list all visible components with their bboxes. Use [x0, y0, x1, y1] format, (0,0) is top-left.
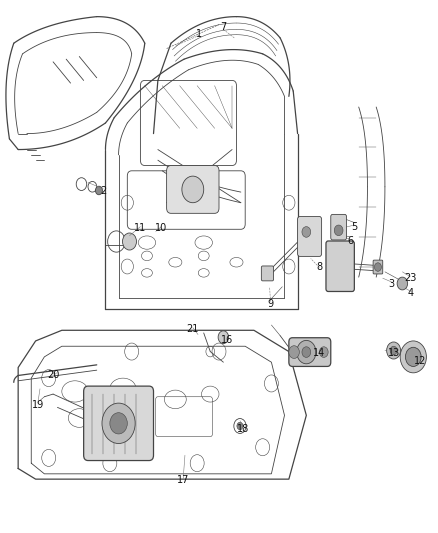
- Text: 11: 11: [134, 223, 147, 233]
- Circle shape: [387, 342, 401, 359]
- Circle shape: [397, 277, 408, 290]
- Text: 8: 8: [316, 262, 322, 271]
- Circle shape: [102, 403, 135, 443]
- Text: 12: 12: [413, 356, 426, 366]
- Circle shape: [110, 413, 127, 434]
- Circle shape: [406, 348, 421, 367]
- Text: 10: 10: [155, 223, 167, 233]
- Text: 5: 5: [351, 222, 357, 232]
- FancyBboxPatch shape: [289, 338, 331, 367]
- FancyBboxPatch shape: [373, 260, 383, 274]
- Circle shape: [400, 341, 426, 373]
- Text: 6: 6: [347, 236, 353, 246]
- Circle shape: [374, 263, 381, 271]
- FancyBboxPatch shape: [84, 386, 153, 461]
- FancyBboxPatch shape: [331, 214, 346, 240]
- Text: 21: 21: [187, 324, 199, 334]
- Circle shape: [182, 176, 204, 203]
- Text: 9: 9: [268, 298, 274, 309]
- Circle shape: [237, 422, 243, 430]
- Text: 16: 16: [221, 335, 233, 345]
- Circle shape: [297, 341, 316, 364]
- Text: 18: 18: [237, 424, 249, 434]
- Circle shape: [289, 346, 299, 359]
- Text: 19: 19: [32, 400, 44, 410]
- Circle shape: [123, 233, 137, 250]
- FancyBboxPatch shape: [297, 216, 321, 256]
- Circle shape: [218, 331, 229, 344]
- Text: 1: 1: [196, 29, 202, 39]
- FancyBboxPatch shape: [166, 165, 219, 213]
- Text: 14: 14: [313, 348, 325, 358]
- Circle shape: [302, 347, 311, 358]
- Text: 2: 2: [100, 186, 106, 196]
- Text: 20: 20: [47, 370, 59, 381]
- Text: 23: 23: [404, 273, 417, 283]
- Text: 3: 3: [389, 279, 395, 288]
- Circle shape: [334, 225, 343, 236]
- Text: 17: 17: [177, 475, 189, 485]
- Text: 13: 13: [388, 348, 400, 358]
- FancyBboxPatch shape: [261, 266, 274, 281]
- Circle shape: [390, 346, 397, 355]
- Text: 4: 4: [408, 288, 414, 298]
- Circle shape: [319, 347, 328, 358]
- Text: 7: 7: [220, 22, 226, 33]
- Circle shape: [95, 186, 102, 195]
- Circle shape: [302, 227, 311, 237]
- FancyBboxPatch shape: [326, 241, 354, 292]
